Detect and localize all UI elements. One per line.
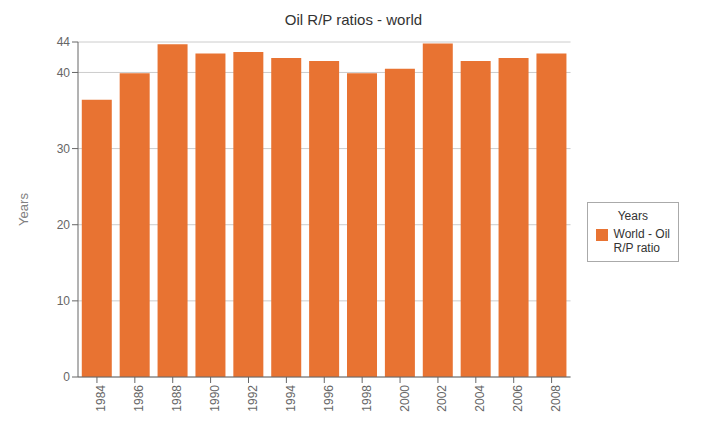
html-text:Years: Years (617, 209, 648, 223)
svg-text:2000: 2000 (398, 385, 412, 412)
svg-text:2002: 2002 (435, 385, 449, 412)
svg-text:0: 0 (63, 370, 70, 384)
svg-text:1992: 1992 (246, 385, 260, 412)
svg-text:1984: 1984 (94, 385, 108, 412)
svg-text:1986: 1986 (132, 385, 146, 412)
svg-text:Years: Years (16, 193, 31, 226)
svg-text:1994: 1994 (284, 385, 298, 412)
svg-text:20: 20 (57, 218, 71, 232)
svg-text:2004: 2004 (473, 385, 487, 412)
svg-text:44: 44 (57, 35, 71, 49)
svg-text:40: 40 (57, 66, 71, 80)
svg-text:30: 30 (57, 142, 71, 156)
svg-text:2008: 2008 (549, 385, 563, 412)
html-text:Oil R/P ratios - world: Oil R/P ratios - world (284, 11, 423, 28)
html-text:World - Oil R/P ratio: World - Oil R/P ratio (613, 227, 670, 255)
svg-text:1988: 1988 (170, 385, 184, 412)
svg-text:10: 10 (57, 294, 71, 308)
svg-text:1998: 1998 (360, 385, 374, 412)
svg-text:1990: 1990 (208, 385, 222, 412)
svg-text:1996: 1996 (322, 385, 336, 412)
svg-text:2006: 2006 (511, 385, 525, 412)
